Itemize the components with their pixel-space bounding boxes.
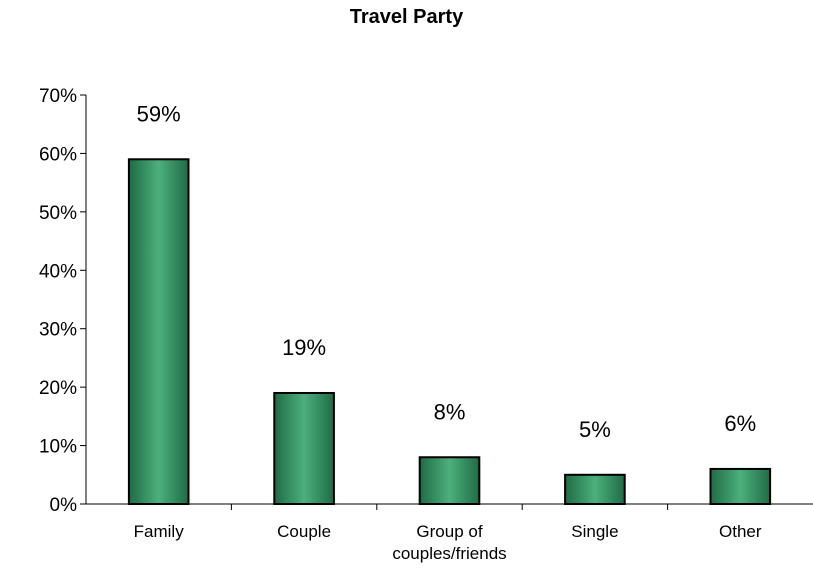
y-tick-label: 0% xyxy=(50,495,78,516)
data-label: 59% xyxy=(137,101,181,126)
x-axis: Family Couple Group of couples/friends Singl… xyxy=(86,503,813,563)
chart-title: Travel Party xyxy=(349,6,464,28)
data-labels: 59% 19% 8% 5% 6% xyxy=(137,101,757,442)
x-tick-label: Group of couples/friends xyxy=(392,522,506,563)
data-label: 5% xyxy=(579,417,611,442)
x-tick-label: Family xyxy=(134,522,185,541)
y-tick-label: 30% xyxy=(39,320,77,341)
bar xyxy=(564,473,626,505)
y-tick-label: 70% xyxy=(39,86,77,107)
data-label: 19% xyxy=(282,335,326,360)
bar xyxy=(418,456,481,505)
y-axis: 0% 10% 20% 30% 40% 50% 60% 70% xyxy=(39,86,87,516)
bars xyxy=(127,158,772,506)
bar xyxy=(273,391,335,505)
x-tick-label: Single xyxy=(571,522,618,541)
y-tick-label: 20% xyxy=(39,378,77,399)
data-label: 6% xyxy=(724,411,756,436)
y-tick-label: 50% xyxy=(39,203,77,224)
y-tick-label: 10% xyxy=(39,437,77,458)
bar xyxy=(709,467,772,506)
data-label: 8% xyxy=(434,399,466,424)
y-tick-label: 40% xyxy=(39,261,77,282)
bar xyxy=(127,158,190,505)
y-tick-label: 60% xyxy=(39,144,77,165)
x-tick-label: Other xyxy=(719,522,762,541)
x-tick-label: Couple xyxy=(277,522,331,541)
